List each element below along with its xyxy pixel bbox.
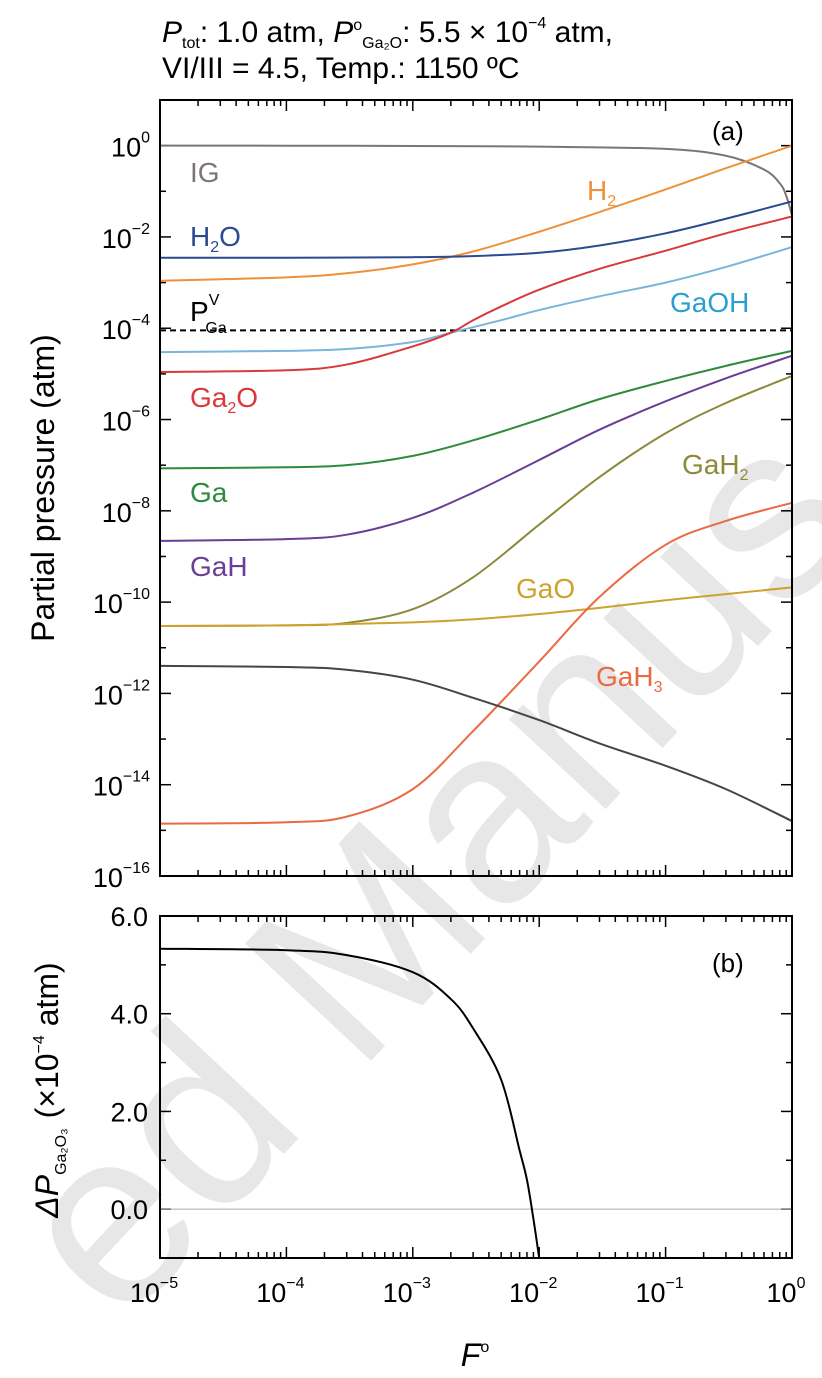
series-line-ga2o [160,215,792,373]
series-label-gah3: GaH3 [596,661,663,696]
series-line-h2o [160,200,792,259]
series-line-gao [160,586,792,627]
title-line-2: VI/III = 4.5, Temp.: 1150 ºC [162,52,520,85]
panel-a-y-tick-label: 10−2 [102,221,150,254]
panel-b-series [160,947,541,1258]
panel-a-frame [159,99,793,877]
series-label-ga: Ga [190,477,228,508]
panel-b-y-tick-label: 4.0 [110,1000,148,1030]
title-line-1: Ptot: 1.0 atm, PoGa₂O: 5.5 × 10−4 atm, [162,15,613,52]
panel-b-y-axis-title: ΔPGa₂O₃(×10−4 atm) [29,962,70,1218]
x-tick-label: 10−3 [383,1275,431,1308]
panel-b-y-tick-label: 0.0 [110,1195,148,1225]
series-label-gaoh: GaOH [670,287,749,318]
x-axis-title: Fo [461,1337,490,1373]
panel-a-y-tick-label: 10−8 [102,495,150,528]
panel-b-frame [159,915,793,1259]
panel-a: 10010−210−410−610−810−1010−1210−1410−16 … [25,99,793,893]
series-label-gah: GaH [190,551,248,582]
series-line-gah [160,354,792,542]
x-tick-label: 10−1 [635,1275,683,1308]
panel-b-y-tick-label: 6.0 [110,902,148,932]
panel-a-tag: (a) [712,116,744,146]
series-label-h2: H2 [587,175,616,210]
series-line-ga [160,349,792,470]
panel-a-series-labels: IG H2 H2O PV Ga GaOH Ga2O Ga GaH GaH2 GaO GaH3 [190,157,749,696]
series-label-gao: GaO [516,573,575,604]
panel-a-y-tick-labels: 100 10−2 10−4 10−6 10−8 10−10 10−12 10−14 10−16 [93,130,150,893]
series-label-ga2o: Ga2O [190,382,258,417]
panel-b-tag: (b) [712,948,744,978]
panel-a-y-tick-label: 100 [111,130,150,163]
panel-a-y-axis-title: Partial pressure (atm) [25,334,61,642]
panel-a-y-tick-label: 10−16 [93,860,150,893]
panel-a-y-tick-label: 10−10 [93,586,150,619]
series-line-h2 [160,144,792,282]
series-label-h2o: H2O [190,221,241,256]
panel-b: 6.0 4.0 2.0 0.0 10−5 10−4 10−3 10−2 10−1 100 (b)… [29,902,806,1373]
x-tick-label: 10−4 [256,1275,304,1308]
panel-b-x-tick-labels: 10−5 10−4 10−3 10−2 10−1 100 [130,1275,806,1308]
series-label-p-ga-v: PV Ga [190,292,227,337]
series-line-ig [160,144,792,216]
chart-title: Ptot: 1.0 atm, PoGa₂O: 5.5 × 10−4 atm, V… [162,15,613,85]
series-label-ig: IG [190,157,220,188]
panel-a-series [160,144,792,825]
series-line-unlabeled-11 [160,664,792,822]
panel-a-y-tick-label: 10−12 [93,677,150,710]
delta-p-line [160,947,541,1258]
panel-b-y-tick-label: 2.0 [110,1097,148,1127]
series-label-gah2: GaH2 [682,449,749,484]
panel-a-y-tick-label: 10−4 [102,312,150,345]
x-tick-label: 10−2 [509,1275,557,1308]
series-line-gah3 [160,501,792,825]
series-line-gaoh [160,246,792,354]
x-tick-label: 100 [767,1275,806,1308]
panel-a-y-tick-label: 10−6 [102,404,150,437]
x-tick-label: 10−5 [130,1275,178,1308]
panel-b-y-tick-labels: 6.0 4.0 2.0 0.0 [110,902,148,1225]
panel-a-y-tick-label: 10−14 [93,769,150,802]
